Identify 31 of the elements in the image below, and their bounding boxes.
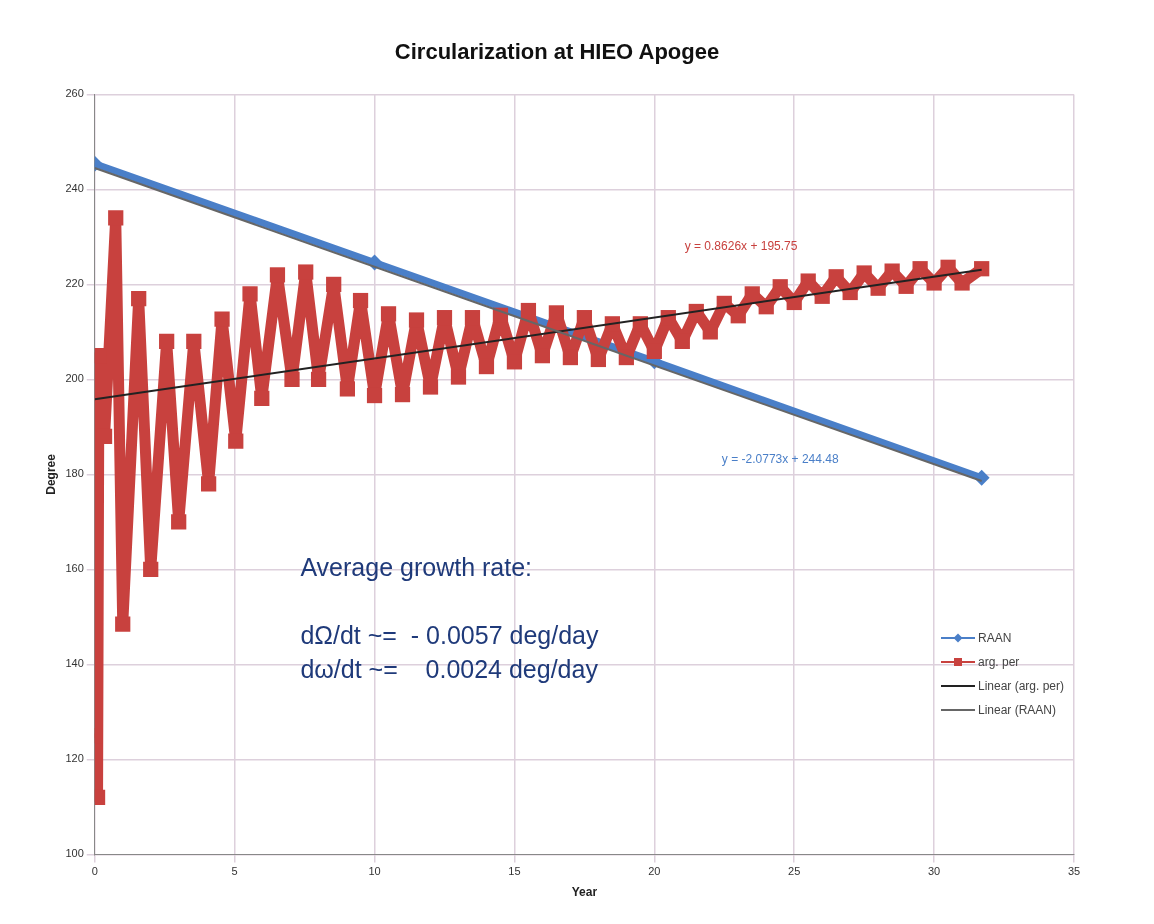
annotation: y = -2.0773x + 244.48 [721, 451, 839, 466]
legend-label: RAAN [978, 631, 1012, 646]
y-tick-label: 220 [65, 277, 84, 290]
x-tick-label: 0 [91, 865, 98, 878]
y-tick-label: 100 [65, 847, 84, 860]
x-tick-label: 5 [231, 865, 238, 878]
legend-label: Linear (arg. per) [978, 679, 1065, 694]
y-tick-label: 260 [65, 87, 84, 100]
y-tick-label: 140 [65, 657, 84, 670]
point [975, 471, 989, 485]
chart-title: Circularization at HIEO Apogee [394, 39, 720, 65]
x-tick-label: 15 [508, 865, 521, 878]
y-tick-label: 240 [65, 182, 84, 195]
y-tick-label: 200 [65, 372, 84, 385]
legend-label: Linear (RAAN) [978, 703, 1057, 718]
y-tick-label: 120 [65, 752, 84, 765]
x-tick-label: 20 [648, 865, 661, 878]
x-tick-label: 25 [788, 865, 801, 878]
annotation: y = 0.8626x + 195.75 [684, 238, 798, 253]
y-axis-title: Degree [43, 453, 58, 495]
y-tick-label: 160 [65, 562, 84, 575]
y-tick-label: 180 [65, 467, 84, 480]
x-tick-label: 10 [368, 865, 381, 878]
annotation: dω/dt ~= 0.0024 deg/day [300, 655, 598, 684]
x-tick-label: 30 [927, 865, 941, 878]
annotation: dΩ/dt ~= - 0.0057 deg/day [300, 621, 599, 650]
point [368, 256, 382, 270]
x-axis-title: Year [571, 885, 598, 900]
annotation: Average growth rate: [300, 553, 533, 582]
legend-label: arg. per [978, 655, 1020, 670]
x-tick-label: 35 [1067, 865, 1081, 878]
